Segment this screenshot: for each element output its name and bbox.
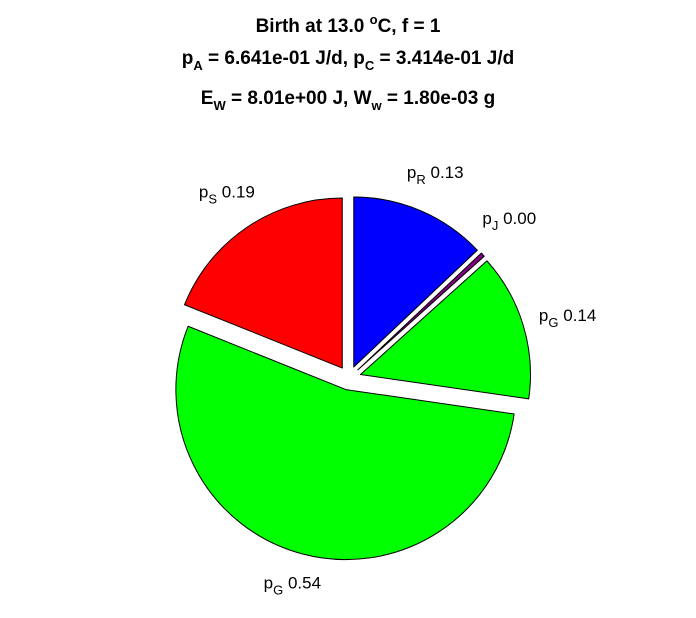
pie-slice-pG-3 [175, 325, 515, 561]
chart-title-line-3: EW = 8.01e+00 J, Ww = 1.80e-03 g [201, 88, 495, 113]
pie-slice-pG-2 [359, 260, 531, 400]
slice-label-pS-4: pS 0.19 [199, 182, 255, 206]
slice-label-pG-3: pG 0.54 [264, 574, 321, 598]
pie-slices [175, 196, 531, 561]
pie-slice-pR-0 [353, 196, 478, 368]
pie-labels: pR 0.13 pJ 0.00 pG 0.14 pG 0.54 pS 0.19 [199, 163, 596, 598]
slice-label-pG-2: pG 0.14 [539, 306, 596, 330]
chart-title-line-2: pA = 6.641e-01 J/d, pC = 3.414e-01 J/d [182, 48, 514, 73]
chart-title-line-1: Birth at 13.0 oC, f = 1 [256, 12, 441, 37]
pie-slice-pS-4 [184, 197, 343, 369]
slice-label-pJ-1: pJ 0.00 [482, 209, 536, 233]
pie-slice-pJ-1 [357, 252, 485, 371]
slice-label-pR-0: pR 0.13 [407, 163, 464, 187]
